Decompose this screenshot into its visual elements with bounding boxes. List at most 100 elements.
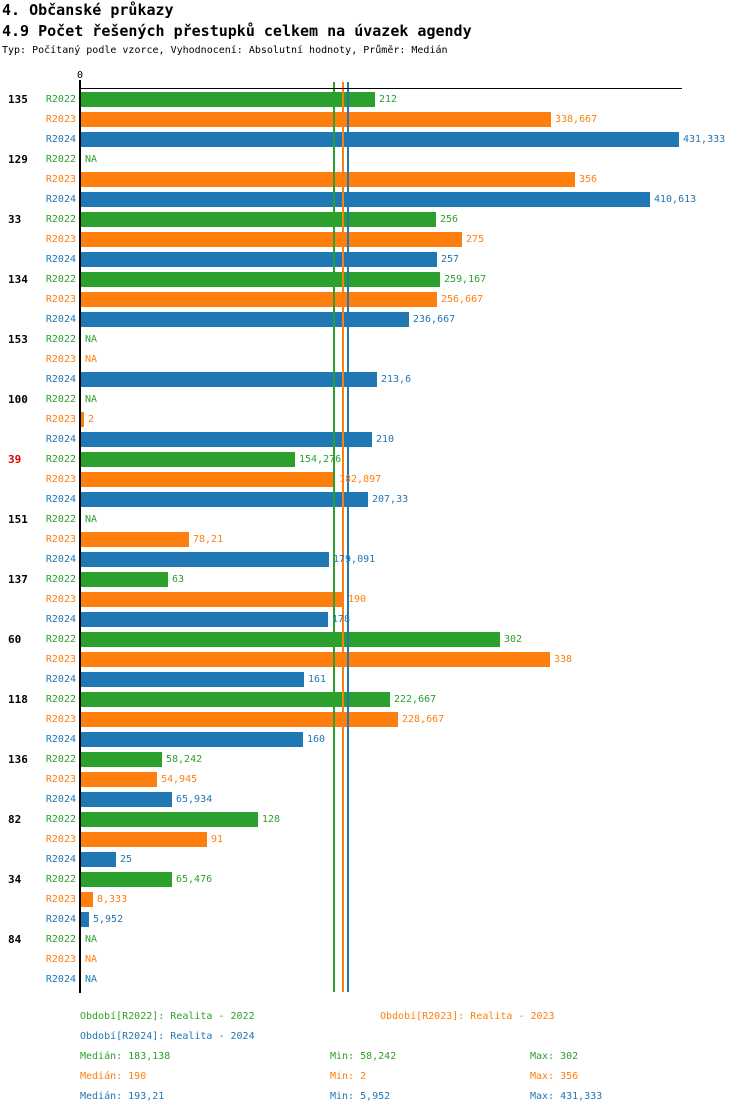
bar-row: R2023 91: [0, 832, 750, 852]
bar-value-label: 212: [379, 94, 398, 105]
group-id-label: 39: [8, 453, 22, 466]
bar-r2023: [81, 112, 551, 127]
bar-value-label: 8,333: [97, 894, 128, 905]
bar-value-label: 222,667: [394, 694, 437, 705]
bar-value-label: 236,667: [413, 314, 456, 325]
bar-value-label: 5,952: [93, 914, 124, 925]
bar-r2024: [81, 312, 409, 327]
bar-r2022: [81, 812, 258, 827]
series-year-label: R2022: [45, 514, 76, 525]
bar-value-label: 160: [307, 734, 326, 745]
bar-r2022: [81, 92, 375, 107]
group-id-label: 60: [8, 633, 22, 646]
group-id-label: 136: [8, 753, 28, 766]
bar-value-label: 63: [172, 574, 185, 585]
bar-row: R2023 356: [0, 172, 750, 192]
bar-row: 134 R2022 259,167: [0, 272, 750, 292]
bar-value-label: 65,934: [176, 794, 213, 805]
bar-r2022: [81, 452, 295, 467]
bar-r2024: [81, 912, 89, 927]
series-year-label: R2023: [45, 414, 76, 425]
bar-value-label: 154,276: [299, 454, 342, 465]
bar-value-label: 25: [120, 854, 133, 865]
series-year-label: R2023: [45, 834, 76, 845]
bar-value-label: 256,667: [441, 294, 484, 305]
series-year-label: R2022: [45, 754, 76, 765]
bar-row: 135 R2022 212: [0, 92, 750, 112]
series-year-label: R2023: [45, 354, 76, 365]
bar-value-label: 275: [466, 234, 485, 245]
bar-r2022: [81, 272, 440, 287]
series-year-label: R2022: [45, 334, 76, 345]
axis-zero-label: 0: [76, 70, 84, 81]
bar-r2023: [81, 772, 157, 787]
bar-value-label: 431,333: [683, 134, 726, 145]
bar-row: R2023 182,897: [0, 472, 750, 492]
bar-value-label: 182,897: [339, 474, 382, 485]
median-line-r2023: [342, 82, 344, 992]
legend-max-r2023: Max: 356: [530, 1071, 579, 1082]
bar-row: R2024 5,952: [0, 912, 750, 932]
series-year-label: R2022: [45, 814, 76, 825]
series-year-label: R2024: [45, 914, 76, 925]
bar-row: R2023 275: [0, 232, 750, 252]
x-axis-line: [79, 88, 682, 89]
series-year-label: R2023: [45, 954, 76, 965]
group-id-label: 134: [8, 273, 28, 286]
group-id-label: 100: [8, 393, 28, 406]
bar-row: 33 R2022 256: [0, 212, 750, 232]
bar-row: R2024 213,6: [0, 372, 750, 392]
group-id-label: 153: [8, 333, 28, 346]
bar-value-label: 256: [440, 214, 459, 225]
bar-row: R2024 257: [0, 252, 750, 272]
bar-row: R2023 256,667: [0, 292, 750, 312]
bar-row: R2024 178: [0, 612, 750, 632]
bar-row: R2024 431,333: [0, 132, 750, 152]
series-year-label: R2024: [45, 674, 76, 685]
bar-value-label: 338: [554, 654, 573, 665]
bar-value-label: 213,6: [381, 374, 412, 385]
y-axis-line: [79, 80, 81, 993]
series-year-label: R2023: [45, 174, 76, 185]
na-label: NA: [85, 954, 98, 965]
bar-row: 129 R2022 NA: [0, 152, 750, 172]
bar-r2024: [81, 612, 328, 627]
bar-row: R2024 25: [0, 852, 750, 872]
series-year-label: R2024: [45, 314, 76, 325]
bar-r2024: [81, 372, 377, 387]
series-year-label: R2023: [45, 714, 76, 725]
series-year-label: R2023: [45, 534, 76, 545]
bar-r2024: [81, 852, 116, 867]
series-year-label: R2024: [45, 374, 76, 385]
bar-r2024: [81, 792, 172, 807]
series-year-label: R2023: [45, 294, 76, 305]
series-year-label: R2023: [45, 774, 76, 785]
series-year-label: R2023: [45, 114, 76, 125]
bar-row: 82 R2022 128: [0, 812, 750, 832]
series-year-label: R2023: [45, 594, 76, 605]
series-year-label: R2024: [45, 734, 76, 745]
na-label: NA: [85, 334, 98, 345]
bar-value-label: 2: [88, 414, 95, 425]
bar-r2022: [81, 212, 436, 227]
bar-value-label: 207,33: [372, 494, 409, 505]
legend-period-r2023: Období[R2023]: Realita - 2023: [380, 1011, 555, 1022]
bar-r2024: [81, 432, 372, 447]
bar-value-label: 91: [211, 834, 224, 845]
bar-r2023: [81, 472, 335, 487]
series-year-label: R2022: [45, 634, 76, 645]
bar-r2024: [81, 192, 650, 207]
na-label: NA: [85, 354, 98, 365]
bar-row: R2023 2: [0, 412, 750, 432]
bar-row: 84 R2022 NA: [0, 932, 750, 952]
bar-row: R2024 410,613: [0, 192, 750, 212]
bar-row: R2023 8,333: [0, 892, 750, 912]
legend-max-r2022: Max: 302: [530, 1051, 579, 1062]
series-year-label: R2022: [45, 154, 76, 165]
series-year-label: R2023: [45, 474, 76, 485]
bar-row: R2024 161: [0, 672, 750, 692]
legend-min-r2022: Min: 58,242: [330, 1051, 397, 1062]
bar-value-label: 257: [441, 254, 460, 265]
chart-title: 4.9 Počet řešených přestupků celkem na ú…: [2, 22, 472, 40]
legend-period-r2024: Období[R2024]: Realita - 2024: [80, 1031, 255, 1042]
